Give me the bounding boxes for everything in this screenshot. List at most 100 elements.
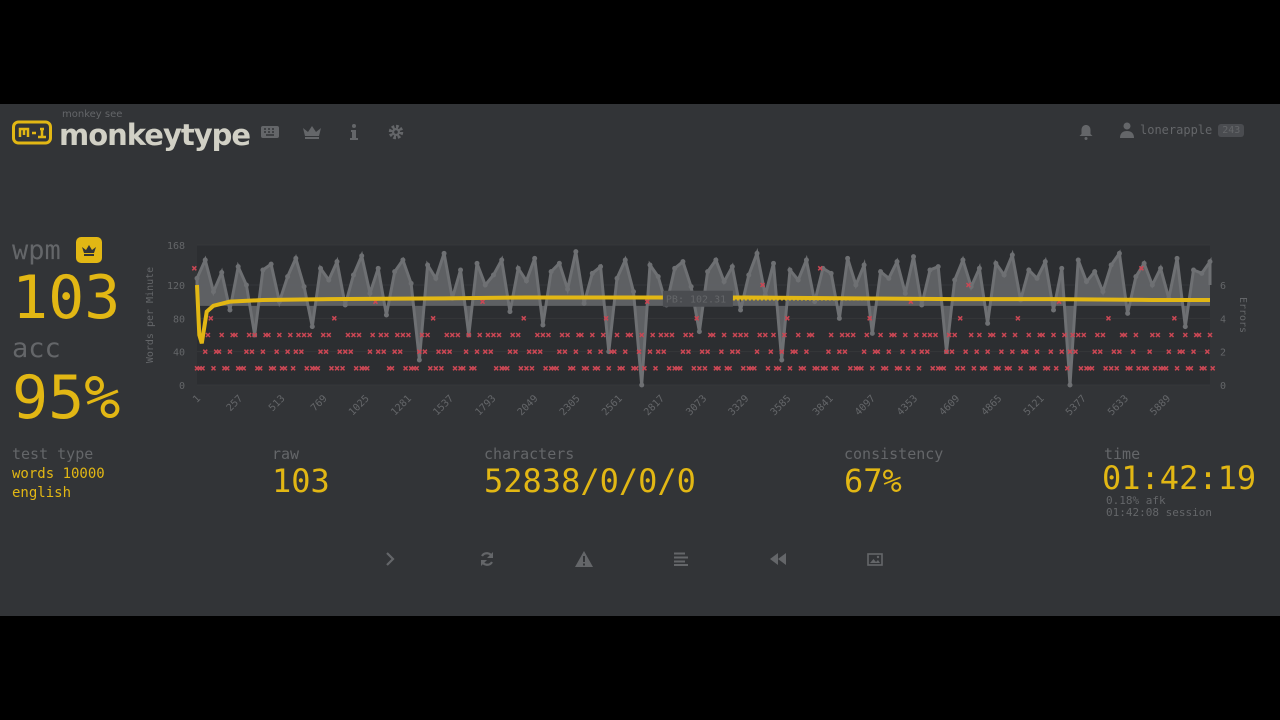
x-tick-label: 2049 — [516, 393, 541, 418]
error-mark — [1127, 365, 1133, 371]
error-mark — [1097, 349, 1103, 355]
error-mark — [998, 349, 1004, 355]
pb-label-bg — [662, 290, 733, 307]
account-button[interactable]: lonerapple 243 — [1120, 122, 1245, 138]
image-icon — [867, 552, 883, 566]
error-mark — [919, 349, 925, 355]
chevron-right-icon — [386, 552, 395, 566]
error-mark — [496, 332, 502, 338]
raw-point — [301, 284, 307, 290]
logo[interactable] — [12, 119, 52, 149]
error-mark — [600, 332, 606, 338]
test-language: english — [12, 485, 72, 501]
crown-icon[interactable] — [302, 122, 322, 142]
x-tick-label: 5889 — [1148, 393, 1173, 418]
x-tick-label: 513 — [267, 393, 288, 414]
error-mark — [779, 349, 785, 355]
raw-point — [392, 269, 398, 275]
bell-icon[interactable] — [1076, 122, 1096, 142]
raw-point — [359, 253, 365, 259]
report-button[interactable] — [569, 544, 599, 574]
error-mark — [224, 365, 230, 371]
error-mark — [1207, 332, 1213, 338]
error-mark — [562, 349, 568, 355]
error-mark — [924, 349, 930, 355]
raw-point — [894, 259, 900, 265]
screenshot-button[interactable] — [860, 544, 890, 574]
raw-point — [639, 382, 645, 388]
y-axis-label: Words per Minute — [145, 267, 156, 363]
error-mark — [1204, 349, 1210, 355]
error-mark — [323, 349, 329, 355]
error-mark — [817, 265, 823, 271]
error-mark — [1040, 332, 1046, 338]
acc-value: 95% — [12, 363, 121, 433]
raw-point — [976, 265, 982, 271]
error-mark — [666, 365, 672, 371]
error-mark — [792, 349, 799, 355]
error-mark — [718, 349, 724, 355]
characters-label: characters — [484, 445, 575, 463]
restart-test-button[interactable] — [472, 544, 502, 574]
error-mark — [1114, 365, 1120, 371]
gear-icon[interactable] — [386, 122, 406, 142]
error-mark — [776, 365, 782, 371]
error-mark — [1015, 315, 1021, 321]
raw-point — [935, 264, 941, 270]
raw-point — [202, 257, 208, 263]
error-mark — [611, 349, 617, 355]
wpm-line — [195, 284, 1210, 344]
raw-point — [1100, 289, 1106, 295]
error-mark — [732, 332, 738, 338]
error-mark — [1009, 349, 1015, 355]
raw-point — [771, 260, 777, 266]
error-mark — [801, 365, 807, 371]
error-mark — [328, 365, 335, 371]
error-mark — [331, 315, 337, 321]
error-mark — [295, 332, 302, 338]
raw-point — [1083, 279, 1089, 285]
error-mark — [1059, 349, 1065, 355]
error-mark — [191, 265, 197, 271]
error-mark — [318, 349, 324, 355]
y-tick-label: 168 — [167, 241, 185, 252]
error-mark — [943, 349, 949, 355]
x-tick-label: 4865 — [980, 393, 1005, 418]
raw-point — [861, 262, 867, 268]
error-mark — [570, 365, 576, 371]
raw-point — [1116, 250, 1122, 256]
raw-point — [960, 257, 966, 263]
error-mark — [1048, 349, 1054, 355]
wpm-label: wpm — [12, 235, 61, 266]
error-mark — [913, 332, 919, 338]
error-mark — [729, 349, 735, 355]
x-tick-label: 1537 — [431, 393, 456, 418]
raw-point — [441, 250, 447, 256]
raw-point — [845, 255, 851, 261]
error-mark — [416, 349, 422, 355]
error-mark — [208, 315, 214, 321]
info-icon[interactable] — [344, 122, 364, 142]
raw-point — [581, 300, 587, 306]
x-tick-label: 1 — [191, 393, 203, 405]
y-tick-label: 40 — [173, 348, 185, 359]
word-history-button[interactable] — [666, 544, 696, 574]
y2-tick-label: 6 — [1220, 281, 1226, 292]
level-badge: 243 — [1218, 123, 1245, 137]
raw-point — [919, 302, 925, 308]
raw-point — [573, 249, 579, 255]
error-mark — [589, 332, 595, 338]
next-test-button[interactable] — [375, 544, 405, 574]
replay-button[interactable] — [763, 544, 793, 574]
error-mark — [1070, 332, 1076, 338]
error-mark — [875, 349, 881, 355]
keyboard-icon[interactable] — [260, 122, 280, 142]
error-mark — [927, 332, 933, 338]
error-mark — [985, 349, 991, 355]
raw-point — [515, 265, 521, 271]
raw-point — [729, 264, 735, 270]
error-mark — [982, 365, 988, 371]
error-mark — [850, 332, 856, 338]
raw-point — [367, 290, 373, 296]
error-mark — [976, 332, 982, 338]
